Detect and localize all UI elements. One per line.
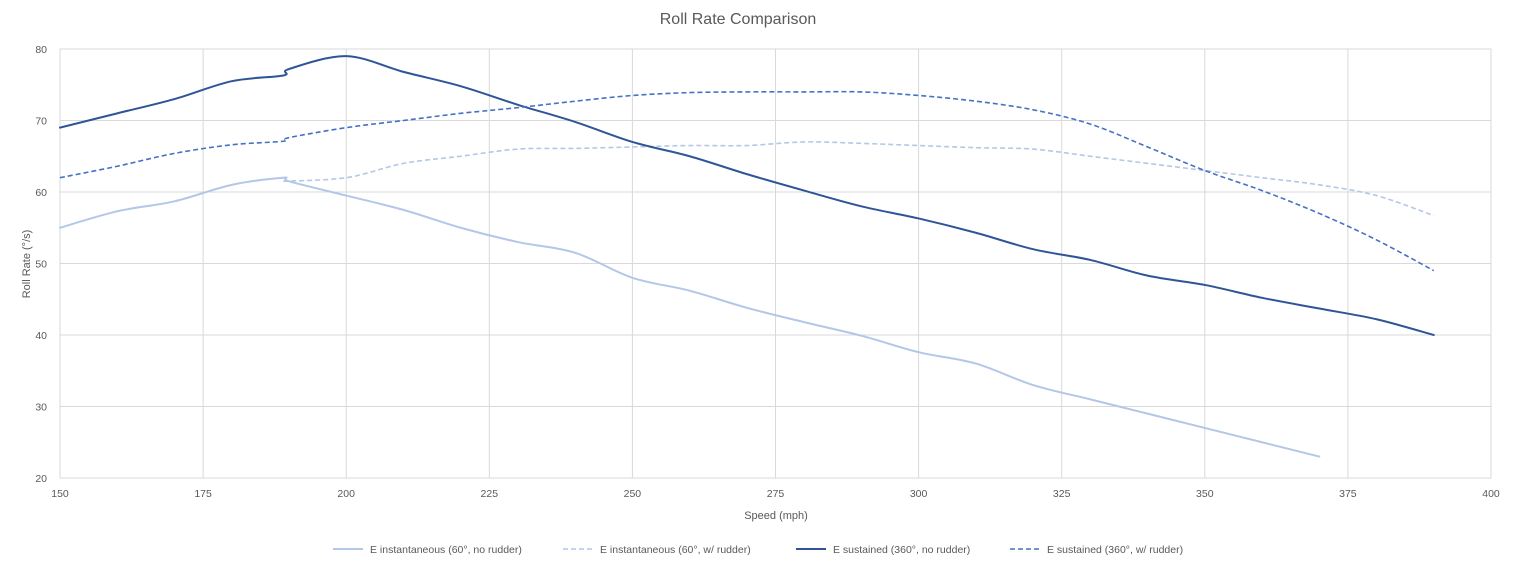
legend-label: E instantaneous (60°, no rudder) [370, 544, 522, 556]
x-tick-label: 275 [767, 488, 785, 500]
y-tick-label: 30 [35, 402, 47, 414]
x-tick-label: 175 [194, 488, 212, 500]
series-line-3 [59, 55, 1435, 336]
x-tick-label: 350 [1196, 488, 1214, 500]
y-tick-label: 40 [35, 330, 47, 342]
legend-label: E instantaneous (60°, w/ rudder) [600, 544, 751, 556]
y-tick-label: 80 [35, 44, 47, 56]
x-tick-label: 225 [481, 488, 499, 500]
legend-label: E sustained (360°, w/ rudder) [1047, 544, 1183, 556]
tick-labels: 20 30 40 50 60 70 80 150 175 200 225 250 275 300 325 35… [35, 44, 1500, 500]
gridlines [59, 48, 1492, 479]
y-axis-title: Roll Rate (°/s) [21, 230, 33, 299]
y-tick-label: 60 [35, 187, 47, 199]
series-line-2 [283, 141, 1435, 217]
chart-title: Roll Rate Comparison [660, 11, 817, 28]
x-tick-label: 375 [1339, 488, 1357, 500]
x-tick-label: 400 [1482, 488, 1500, 500]
y-tick-label: 50 [35, 259, 47, 271]
plot-frame [59, 48, 1492, 479]
series-line-4 [59, 90, 1435, 272]
x-tick-label: 325 [1053, 488, 1071, 500]
legend-label: E sustained (360°, no rudder) [833, 544, 970, 556]
x-tick-label: 300 [910, 488, 928, 500]
x-tick-label: 200 [337, 488, 355, 500]
x-tick-label: 150 [51, 488, 69, 500]
series-lines [59, 55, 1435, 458]
y-tick-label: 20 [35, 473, 47, 485]
y-tick-label: 70 [35, 116, 47, 128]
legend: E instantaneous (60°, no rudder) E instan… [333, 544, 1183, 556]
x-tick-label: 250 [624, 488, 642, 500]
x-axis-title: Speed (mph) [744, 510, 808, 522]
series-line-1 [59, 176, 1321, 458]
